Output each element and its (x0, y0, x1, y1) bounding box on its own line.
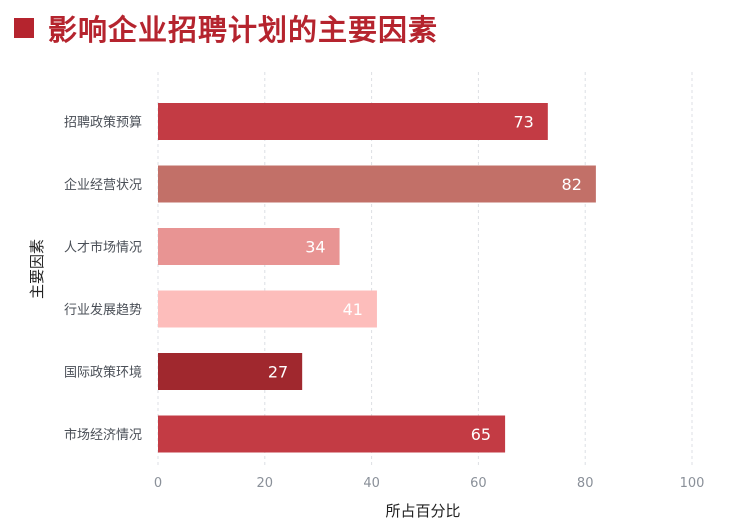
x-tick-label: 80 (577, 476, 594, 491)
bars (158, 103, 596, 453)
bar-value-label: 34 (305, 238, 325, 257)
bar-value-label: 65 (471, 425, 491, 444)
bar (158, 353, 303, 390)
bar-value-label: 27 (268, 363, 288, 382)
y-category-label: 国际政策环境 (64, 365, 142, 381)
x-tick-label: 100 (680, 476, 705, 491)
title-row: 影响企业招聘计划的主要因素 (14, 6, 438, 50)
bar (158, 290, 377, 328)
bar (158, 415, 506, 453)
y-category-label: 招聘政策预算 (64, 115, 142, 131)
labels: 0 20 40 60 80 100 73 招聘政策预算 82 企业经营状况 34 人才市场情况 41 行业… (64, 113, 704, 492)
bar (158, 228, 340, 265)
title-marker (14, 18, 34, 38)
y-category-label: 市场经济情况 (64, 427, 142, 443)
bar (158, 165, 596, 203)
bar (158, 103, 548, 140)
bar-value-label: 73 (513, 113, 533, 132)
y-category-label: 行业发展趋势 (64, 302, 142, 318)
x-axis-title: 所占百分比 (385, 502, 460, 520)
x-tick-label: 40 (363, 476, 380, 491)
bar-value-label: 82 (562, 175, 582, 194)
y-axis-title: 主要因素 (28, 239, 46, 299)
y-category-label: 人才市场情况 (64, 240, 142, 256)
x-tick-label: 60 (470, 476, 487, 491)
page-title: 影响企业招聘计划的主要因素 (48, 13, 439, 47)
x-tick-label: 20 (257, 476, 274, 491)
bar-value-label: 41 (343, 300, 363, 319)
y-category-label: 企业经营状况 (64, 177, 142, 193)
x-tick-label: 0 (154, 476, 162, 491)
